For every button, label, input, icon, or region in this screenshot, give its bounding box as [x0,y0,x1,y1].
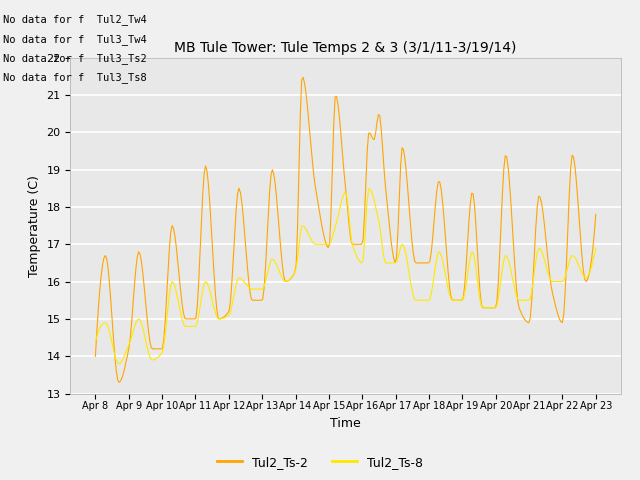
Line: Tul2_Ts-2: Tul2_Ts-2 [95,77,596,383]
Text: No data for f  Tul3_Ts8: No data for f Tul3_Ts8 [3,72,147,83]
Text: No data for f  Tul2_Tw4: No data for f Tul2_Tw4 [3,14,147,25]
Tul2_Ts-8 [154,354,162,360]
Tul2_Ts-8 [115,361,123,367]
Tul2_Ts-2 [267,172,275,178]
Legend: Tul2_Ts-2, Tul2_Ts-8: Tul2_Ts-2, Tul2_Ts-8 [212,451,428,474]
Tul2_Ts-8 [567,255,575,261]
Line: Tul2_Ts-8: Tul2_Ts-8 [95,189,596,364]
Tul2_Ts-2 [300,74,307,80]
Tul2_Ts-2 [567,165,575,171]
Tul2_Ts-2 [92,353,99,359]
Tul2_Ts-2 [242,247,250,252]
Tul2_Ts-8 [267,257,275,263]
Tul2_Ts-2 [115,380,123,385]
Tul2_Ts-2 [592,212,600,217]
Title: MB Tule Tower: Tule Temps 2 & 3 (3/1/11-3/19/14): MB Tule Tower: Tule Temps 2 & 3 (3/1/11-… [175,41,516,55]
X-axis label: Time: Time [330,417,361,430]
Tul2_Ts-8 [259,286,266,292]
Text: No data for f  Tul3_Tw4: No data for f Tul3_Tw4 [3,34,147,45]
Tul2_Ts-2 [313,194,321,200]
Y-axis label: Temperature (C): Temperature (C) [28,175,41,276]
Tul2_Ts-8 [366,186,374,192]
Tul2_Ts-8 [312,241,319,247]
Text: No data for f  Tul3_Ts2: No data for f Tul3_Ts2 [3,53,147,64]
Tul2_Ts-8 [242,281,250,287]
Tul2_Ts-2 [154,346,162,352]
Tul2_Ts-8 [592,245,600,251]
Tul2_Ts-2 [259,297,266,302]
Tul2_Ts-8 [92,338,99,344]
